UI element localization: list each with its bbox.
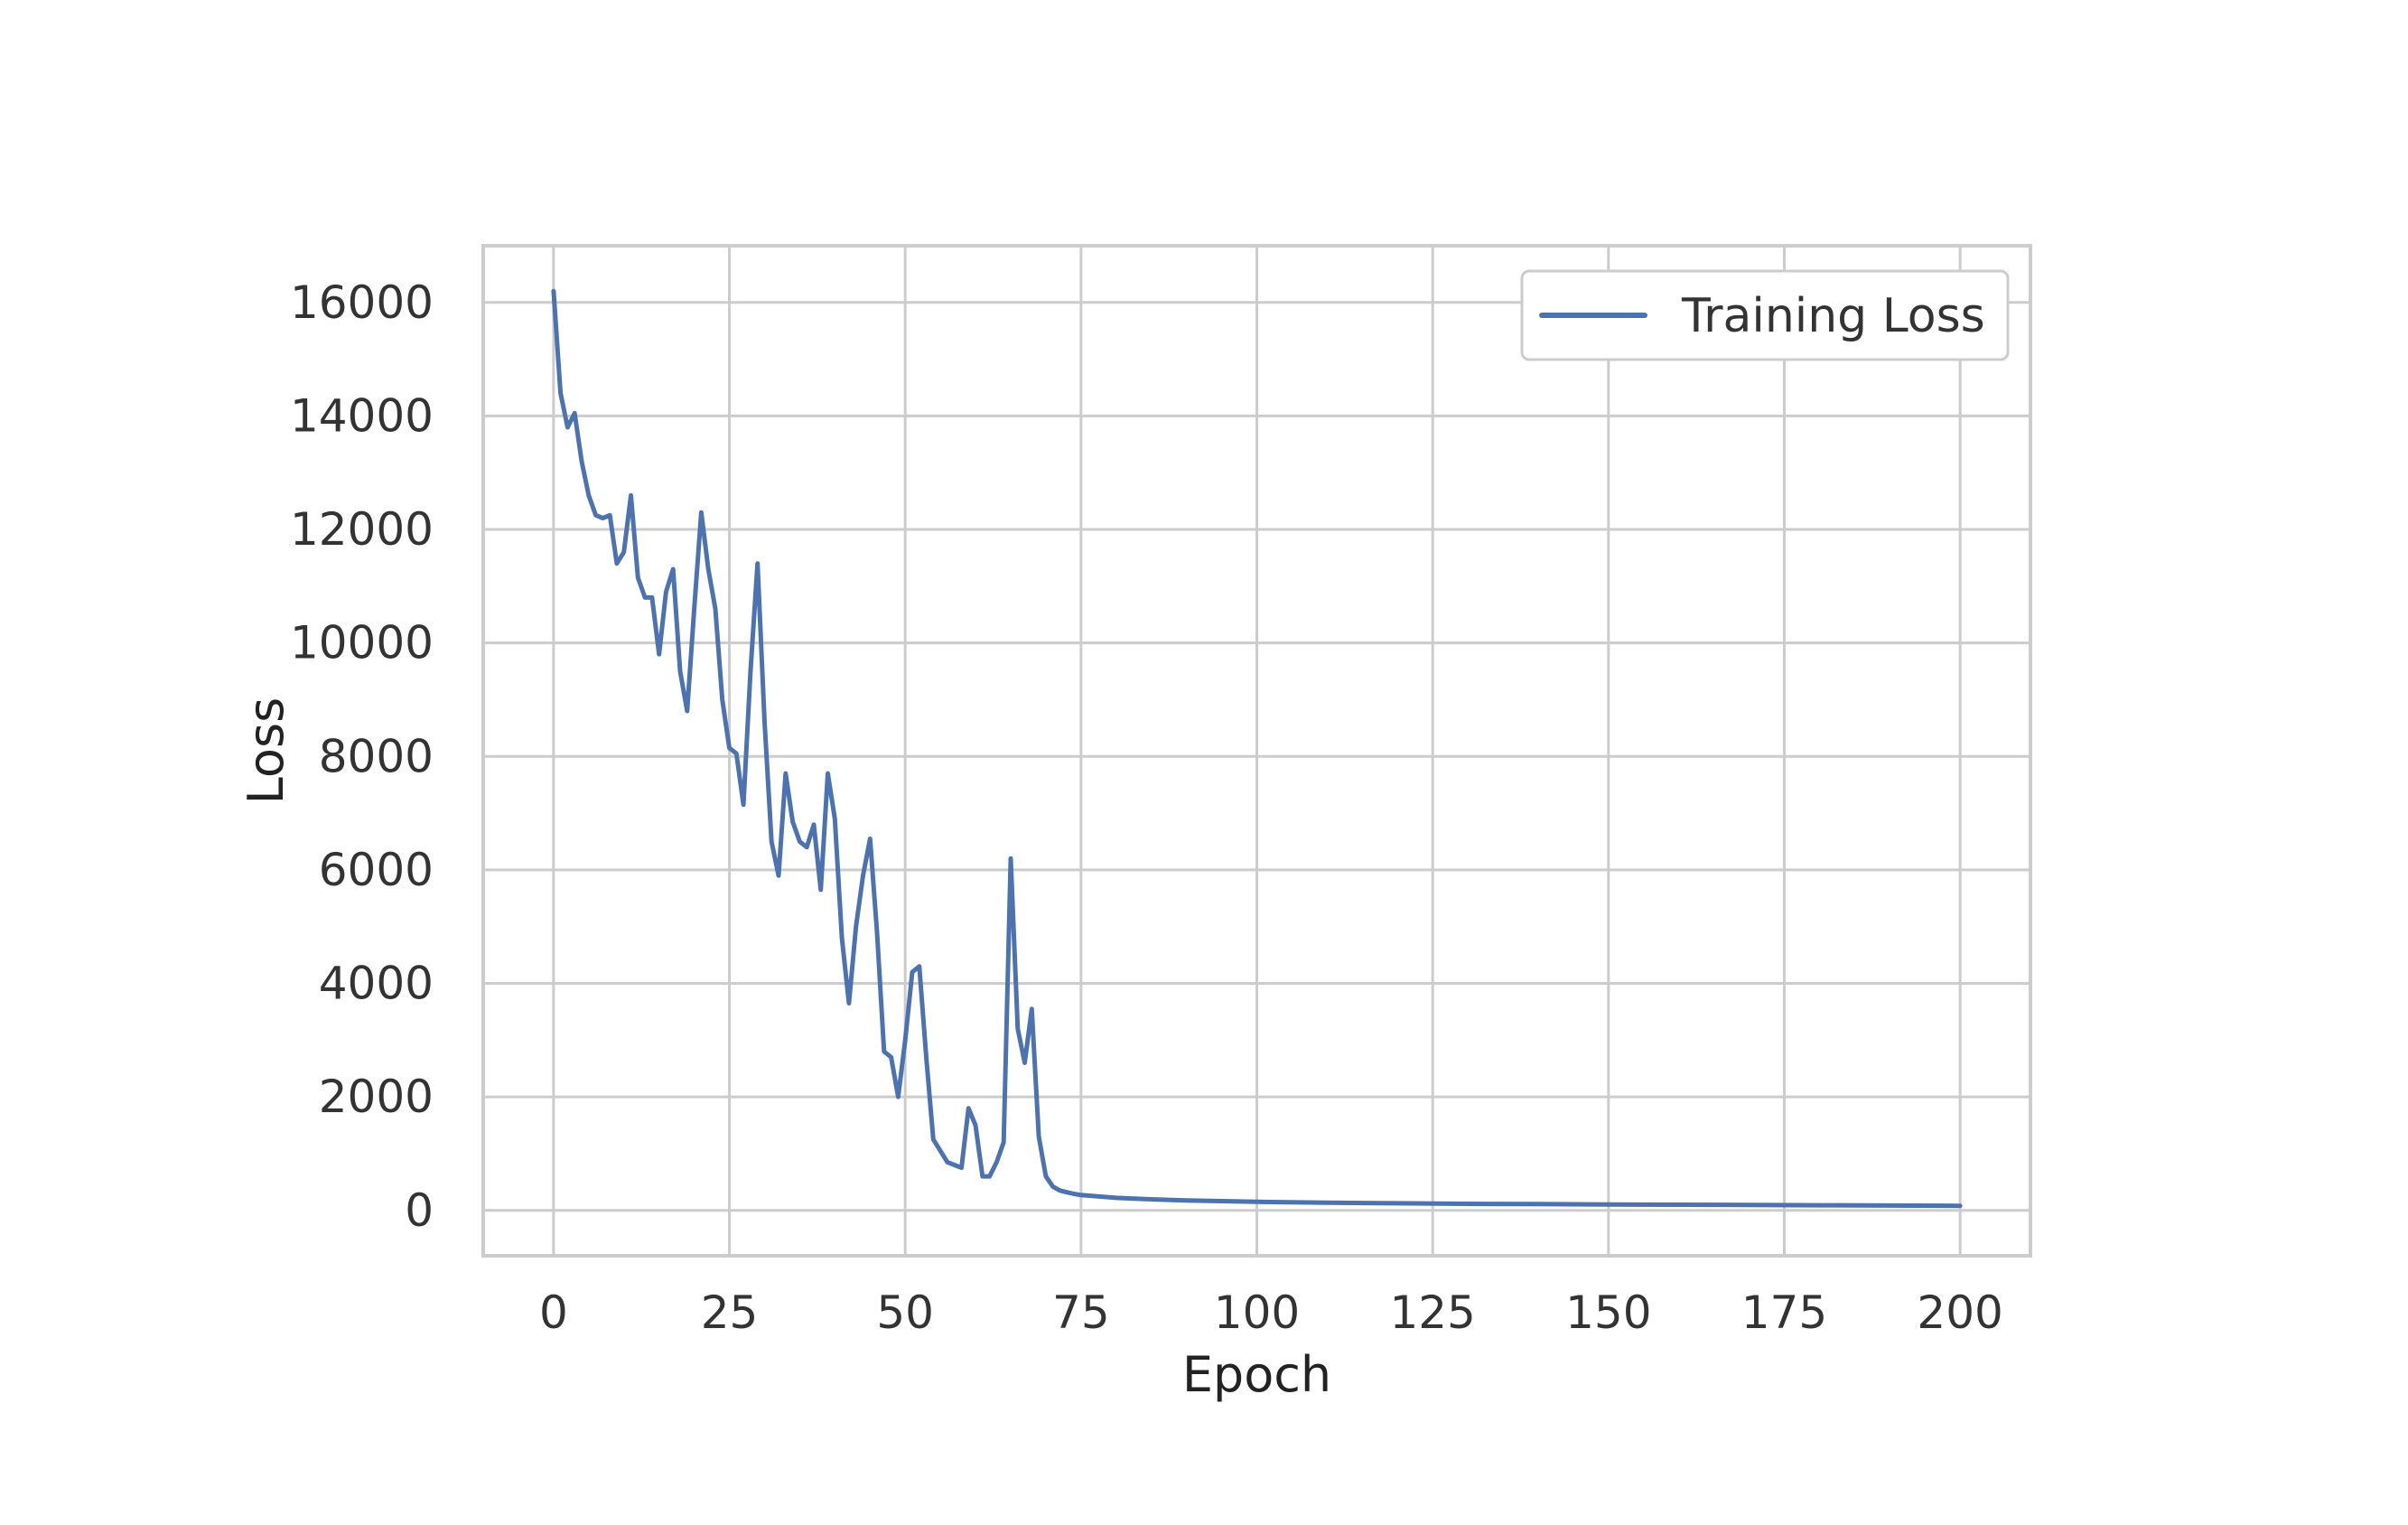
- x-tick-label: 125: [1389, 1286, 1475, 1339]
- x-tick-label: 0: [539, 1286, 568, 1339]
- x-tick-labels: 0 25 50 75 100 125 150 175 200: [539, 1286, 2003, 1339]
- y-axis-label: Loss: [238, 697, 294, 804]
- y-tick-label: 14000: [290, 389, 434, 442]
- legend-box: [1520, 269, 2010, 361]
- plot-frame: [481, 244, 2032, 1258]
- y-tick-labels: 0 2000 4000 6000 8000 10000 12000 14000 16000: [290, 276, 434, 1237]
- x-tick-label: 75: [1052, 1286, 1110, 1339]
- x-tick-label: 25: [701, 1286, 759, 1339]
- x-tick-label: 150: [1565, 1286, 1651, 1339]
- y-tick-label: 0: [405, 1184, 434, 1237]
- x-tick-label: 100: [1214, 1286, 1300, 1339]
- y-tick-label: 8000: [319, 730, 434, 782]
- x-tick-label: 175: [1741, 1286, 1827, 1339]
- x-tick-label: 50: [876, 1286, 934, 1339]
- grid-lines: [483, 246, 2030, 1256]
- y-tick-label: 4000: [319, 958, 434, 1010]
- series-layer: [551, 288, 1963, 1209]
- y-tick-label: 6000: [319, 844, 434, 896]
- y-tick-label: 2000: [319, 1071, 434, 1123]
- x-axis-label: Epoch: [1182, 1346, 1331, 1403]
- series-line-training-loss: [551, 288, 1963, 1209]
- y-tick-label: 16000: [290, 276, 434, 329]
- x-tick-label: 200: [1917, 1286, 2002, 1339]
- legend-entry-training-loss: Training Loss: [1681, 289, 1985, 343]
- y-tick-label: 10000: [290, 617, 434, 669]
- legend: Training Loss: [1520, 269, 2010, 361]
- y-tick-label: 12000: [290, 503, 434, 556]
